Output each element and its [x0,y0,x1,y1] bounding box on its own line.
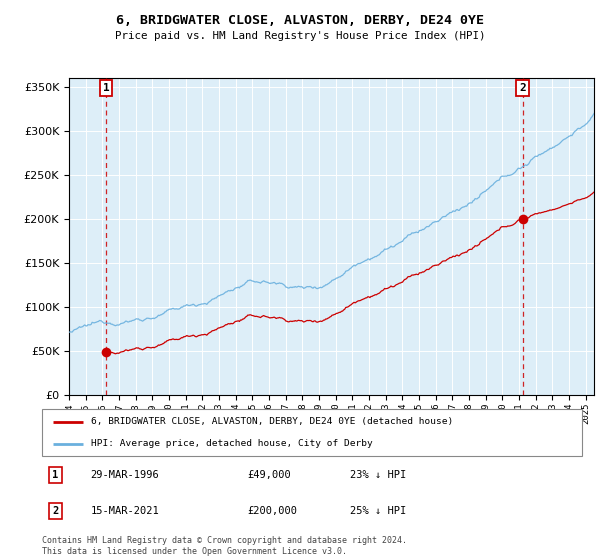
Text: 6, BRIDGWATER CLOSE, ALVASTON, DERBY, DE24 0YE: 6, BRIDGWATER CLOSE, ALVASTON, DERBY, DE… [116,14,484,27]
Text: Contains HM Land Registry data © Crown copyright and database right 2024.
This d: Contains HM Land Registry data © Crown c… [42,536,407,556]
Text: 23% ↓ HPI: 23% ↓ HPI [350,470,406,479]
Text: 6, BRIDGWATER CLOSE, ALVASTON, DERBY, DE24 0YE (detached house): 6, BRIDGWATER CLOSE, ALVASTON, DERBY, DE… [91,417,453,426]
Text: 25% ↓ HPI: 25% ↓ HPI [350,506,406,516]
Text: 15-MAR-2021: 15-MAR-2021 [91,506,160,516]
Text: 1: 1 [103,83,110,93]
Text: 29-MAR-1996: 29-MAR-1996 [91,470,160,479]
Text: 1: 1 [52,470,59,479]
Text: 2: 2 [52,506,59,516]
Text: £200,000: £200,000 [247,506,297,516]
Text: 2: 2 [519,83,526,93]
Text: £49,000: £49,000 [247,470,291,479]
Text: HPI: Average price, detached house, City of Derby: HPI: Average price, detached house, City… [91,439,373,448]
FancyBboxPatch shape [42,409,582,456]
Text: Price paid vs. HM Land Registry's House Price Index (HPI): Price paid vs. HM Land Registry's House … [115,31,485,41]
